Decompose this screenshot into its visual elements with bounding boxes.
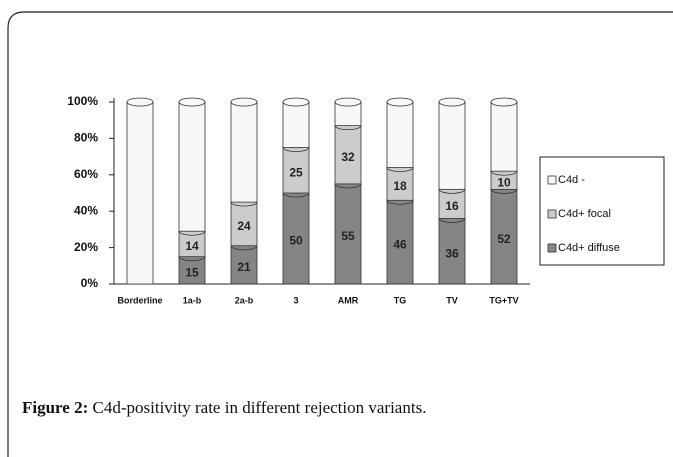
- data-label: 16: [445, 199, 459, 213]
- legend-swatch: [547, 175, 557, 185]
- bar-segment: [230, 201, 258, 247]
- y-tick-label: 60%: [74, 167, 98, 181]
- legend-label: C4d -: [558, 174, 585, 186]
- x-tick-label: TG: [394, 295, 407, 305]
- x-tick-label: TG+TV: [489, 295, 518, 305]
- x-tick-label: TV: [446, 295, 458, 305]
- bar-segment: [386, 167, 414, 201]
- data-label: 25: [289, 165, 303, 179]
- legend-label: C4d+ diffuse: [558, 242, 620, 254]
- bar-segment: [178, 101, 206, 232]
- bar-segment: [386, 199, 414, 285]
- x-tick-label: 2a-b: [235, 295, 254, 305]
- x-tick-label: 3: [293, 295, 298, 305]
- segment-top: [230, 97, 258, 107]
- data-label: 46: [393, 237, 407, 251]
- bar-segment: [230, 245, 258, 285]
- x-tick-label: 1a-b: [183, 295, 202, 305]
- segment-top: [438, 97, 466, 107]
- x-tick-label: AMR: [338, 295, 359, 305]
- data-label: 55: [341, 229, 355, 243]
- bar-segment: [438, 188, 466, 219]
- data-label: 18: [393, 179, 407, 193]
- bar-segment: [178, 256, 206, 285]
- caption-text: C4d-positivity rate in different rejecti…: [92, 398, 427, 417]
- bar-segment: [282, 147, 310, 194]
- y-tick-label: 80%: [74, 131, 98, 145]
- data-label: 10: [497, 175, 511, 189]
- data-label: 36: [445, 246, 459, 260]
- bar-segment: [490, 188, 518, 285]
- data-label: 52: [497, 232, 511, 246]
- legend-swatch: [547, 209, 557, 219]
- y-tick-label: 100%: [67, 94, 98, 108]
- segment-top: [386, 97, 414, 107]
- segment-top: [282, 97, 310, 107]
- bar-segment: [230, 101, 258, 203]
- y-tick-label: 0%: [81, 276, 99, 290]
- segment-top: [178, 97, 206, 107]
- segment-top: [334, 97, 362, 107]
- data-label: 14: [185, 239, 199, 253]
- caption: Figure 2: C4d-positivity rate in differe…: [22, 398, 426, 418]
- bar-segment: [126, 101, 154, 285]
- bar-segment: [282, 192, 310, 285]
- legend-swatch: [547, 243, 557, 253]
- data-label: 32: [341, 150, 355, 164]
- data-label: 50: [289, 234, 303, 248]
- data-label: 15: [185, 266, 199, 280]
- data-label: 21: [237, 260, 251, 274]
- bar-segment: [334, 125, 362, 185]
- data-label: 24: [237, 219, 251, 233]
- segment-top: [490, 97, 518, 107]
- bar-segment: [386, 101, 414, 168]
- x-tick-label: Borderline: [117, 295, 162, 305]
- y-tick-label: 20%: [74, 240, 98, 254]
- bar-segment: [282, 101, 310, 148]
- y-tick-label: 40%: [74, 203, 98, 217]
- bar-segment: [490, 101, 518, 172]
- caption-label: Figure 2:: [22, 398, 89, 417]
- frame: [7, 11, 673, 457]
- bar-segment: [334, 183, 362, 285]
- legend-box: [539, 156, 665, 266]
- bar-segment: [438, 101, 466, 190]
- segment-top: [126, 97, 154, 107]
- legend-label: C4d+ focal: [558, 208, 611, 220]
